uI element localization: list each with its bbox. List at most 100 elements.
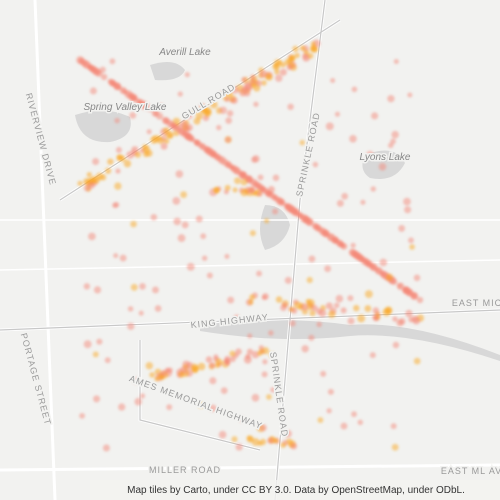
dot <box>272 174 280 182</box>
dot <box>203 110 211 118</box>
dot <box>234 177 241 185</box>
place-label: Averill Lake <box>158 47 211 58</box>
dot <box>256 270 262 277</box>
dot <box>253 181 261 189</box>
dot <box>239 171 247 179</box>
dot <box>88 232 96 241</box>
dot <box>170 122 177 130</box>
dot <box>172 197 181 205</box>
dot <box>154 305 162 312</box>
dot <box>262 293 269 300</box>
dot <box>241 85 248 92</box>
dot <box>114 182 122 190</box>
dot <box>201 255 208 261</box>
dot <box>274 69 280 75</box>
dot <box>348 248 356 256</box>
road-label: EAST ML AVE <box>441 466 500 476</box>
dot <box>80 59 88 67</box>
dot <box>231 86 240 94</box>
dot <box>241 76 247 83</box>
dot <box>257 350 263 357</box>
dot <box>403 197 411 206</box>
dot <box>116 154 123 161</box>
dot <box>197 362 206 371</box>
dot <box>360 199 366 205</box>
dot <box>253 84 261 92</box>
dot <box>149 372 155 378</box>
dot <box>366 150 374 159</box>
dot <box>299 214 308 222</box>
dot <box>289 55 296 62</box>
dot <box>138 310 144 316</box>
dot <box>160 142 168 150</box>
dot <box>312 161 319 168</box>
dot <box>87 64 93 70</box>
dot <box>317 417 324 424</box>
dot <box>347 317 355 325</box>
dot <box>115 146 122 154</box>
dot <box>205 356 213 363</box>
dot <box>351 86 358 93</box>
dot <box>185 133 193 141</box>
dot <box>412 316 421 325</box>
dot <box>115 168 121 174</box>
dot <box>180 120 188 128</box>
dot <box>118 403 126 411</box>
dot <box>231 97 238 104</box>
dot <box>369 263 378 272</box>
dot <box>200 233 207 240</box>
dot <box>290 207 297 215</box>
dot <box>104 167 112 174</box>
dot <box>280 442 287 448</box>
dot <box>100 73 108 81</box>
dot <box>209 362 216 369</box>
dot <box>127 322 135 330</box>
dot <box>215 358 223 366</box>
dot <box>251 393 260 402</box>
dot <box>206 272 213 279</box>
dot <box>390 278 398 286</box>
dot <box>282 302 288 308</box>
dot <box>292 45 299 52</box>
dot <box>142 145 151 154</box>
dot <box>416 296 424 304</box>
dot <box>156 135 162 141</box>
dot <box>413 274 421 282</box>
dot <box>257 191 263 197</box>
dot <box>176 127 182 133</box>
dot <box>210 101 218 109</box>
dot <box>248 178 254 184</box>
dot <box>231 436 238 443</box>
activity-dots <box>76 39 425 452</box>
dot <box>328 310 336 319</box>
dot <box>145 361 154 370</box>
dot <box>246 348 254 355</box>
dot <box>284 276 292 284</box>
dot <box>393 58 399 65</box>
dot <box>279 199 285 206</box>
dot <box>340 422 348 430</box>
dot <box>99 66 106 73</box>
dot <box>83 184 91 192</box>
dot <box>391 130 399 139</box>
dot <box>261 371 268 378</box>
dot <box>107 158 114 165</box>
dot <box>341 192 349 200</box>
dot <box>185 112 193 120</box>
dot <box>353 304 360 312</box>
dot <box>325 122 334 131</box>
dot <box>379 270 386 277</box>
dot <box>229 356 236 363</box>
dot <box>184 72 190 78</box>
dot <box>186 262 195 271</box>
dot <box>199 103 206 110</box>
dot <box>180 191 188 199</box>
dot <box>335 294 344 303</box>
dot <box>93 286 102 294</box>
dot <box>245 353 251 360</box>
dot <box>333 302 340 309</box>
dot <box>160 370 167 377</box>
dot <box>240 178 248 186</box>
dot <box>387 95 395 103</box>
dot <box>156 103 165 111</box>
